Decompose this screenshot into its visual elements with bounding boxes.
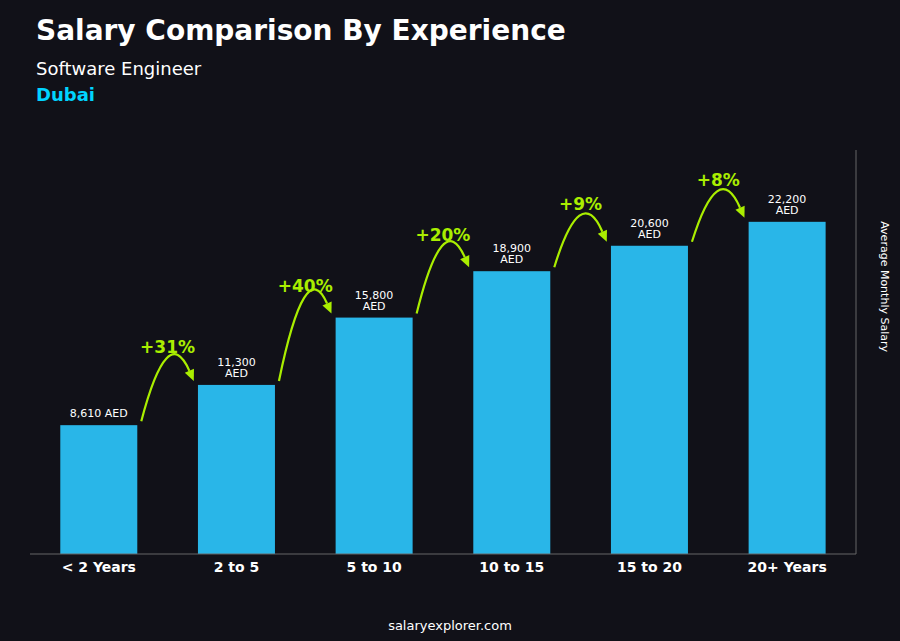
svg-text:8,610 AED: 8,610 AED [70, 407, 128, 420]
svg-text:+20%: +20% [415, 225, 470, 245]
svg-text:15 to 20: 15 to 20 [617, 559, 682, 575]
svg-text:Average Monthly Salary: Average Monthly Salary [878, 221, 891, 352]
svg-text:< 2 Years: < 2 Years [62, 559, 136, 575]
svg-text:10 to 15: 10 to 15 [479, 559, 544, 575]
svg-text:+31%: +31% [140, 337, 195, 357]
html-text:Salary Comparison By Experienc: Salary Comparison By Experience [36, 14, 566, 47]
svg-text:+8%: +8% [697, 170, 740, 190]
svg-text:20+ Years: 20+ Years [748, 559, 827, 575]
svg-text:2 to 5: 2 to 5 [214, 559, 260, 575]
svg-text:18,900AED: 18,900AED [493, 242, 532, 266]
html-text:salaryexplorer.com: salaryexplorer.com [388, 618, 512, 633]
html-text:Dubai: Dubai [36, 84, 95, 105]
svg-text:20,600AED: 20,600AED [630, 217, 669, 241]
html-text:Software Engineer: Software Engineer [36, 58, 202, 79]
svg-text:5 to 10: 5 to 10 [347, 559, 403, 575]
svg-text:+9%: +9% [559, 194, 602, 214]
svg-text:22,200AED: 22,200AED [768, 193, 807, 217]
svg-text:11,300AED: 11,300AED [217, 356, 256, 380]
svg-text:+40%: +40% [278, 276, 333, 296]
svg-text:15,800AED: 15,800AED [355, 289, 394, 313]
